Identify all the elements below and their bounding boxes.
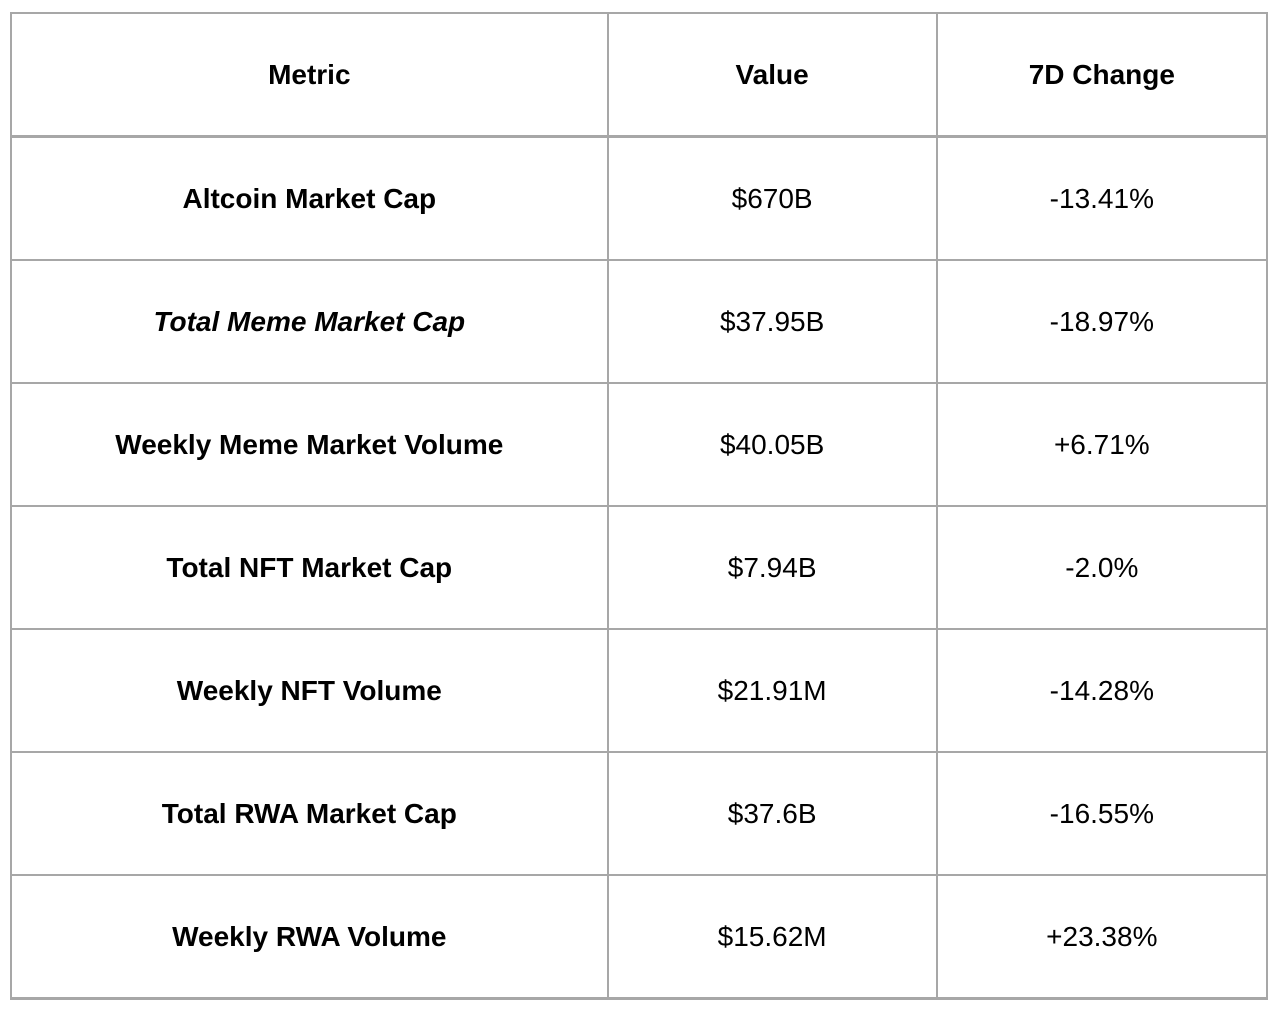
change-cell: +23.38% — [935, 874, 1269, 1000]
change-cell: -2.0% — [935, 505, 1269, 630]
header-metric: Metric — [10, 12, 609, 138]
metric-cell: Weekly RWA Volume — [10, 874, 609, 1000]
header-value: Value — [606, 12, 938, 138]
header-row: Metric Value 7D Change — [10, 12, 1269, 138]
metric-cell: Altcoin Market Cap — [10, 135, 609, 261]
table-body: Altcoin Market Cap $670B -13.41% Total Meme… — [10, 135, 1269, 1000]
table-row: Weekly RWA Volume $15.62M +23.38% — [10, 874, 1269, 1000]
metric-cell: Total RWA Market Cap — [10, 751, 609, 876]
change-cell: -14.28% — [935, 628, 1269, 753]
table-row: Total Meme Market Cap $37.95B -18.97% — [10, 259, 1269, 384]
header-7d-change: 7D Change — [935, 12, 1269, 138]
value-cell: $37.6B — [606, 751, 938, 876]
change-cell: -16.55% — [935, 751, 1269, 876]
value-cell: $40.05B — [606, 382, 938, 507]
value-cell: $7.94B — [606, 505, 938, 630]
value-cell: $15.62M — [606, 874, 938, 1000]
table-row: Weekly Meme Market Volume $40.05B +6.71% — [10, 382, 1269, 507]
metric-cell: Weekly NFT Volume — [10, 628, 609, 753]
change-cell: +6.71% — [935, 382, 1269, 507]
metrics-table: Metric Value 7D Change Altcoin Market Ca… — [10, 12, 1269, 1000]
change-cell: -18.97% — [935, 259, 1269, 384]
table-row: Total NFT Market Cap $7.94B -2.0% — [10, 505, 1269, 630]
value-cell: $670B — [606, 135, 938, 261]
metric-cell: Weekly Meme Market Volume — [10, 382, 609, 507]
table-row: Altcoin Market Cap $670B -13.41% — [10, 135, 1269, 261]
table-row: Weekly NFT Volume $21.91M -14.28% — [10, 628, 1269, 753]
value-cell: $37.95B — [606, 259, 938, 384]
metric-cell: Total Meme Market Cap — [10, 259, 609, 384]
value-cell: $21.91M — [606, 628, 938, 753]
metric-cell: Total NFT Market Cap — [10, 505, 609, 630]
table-header: Metric Value 7D Change — [10, 12, 1269, 138]
change-cell: -13.41% — [935, 135, 1269, 261]
table-row: Total RWA Market Cap $37.6B -16.55% — [10, 751, 1269, 876]
